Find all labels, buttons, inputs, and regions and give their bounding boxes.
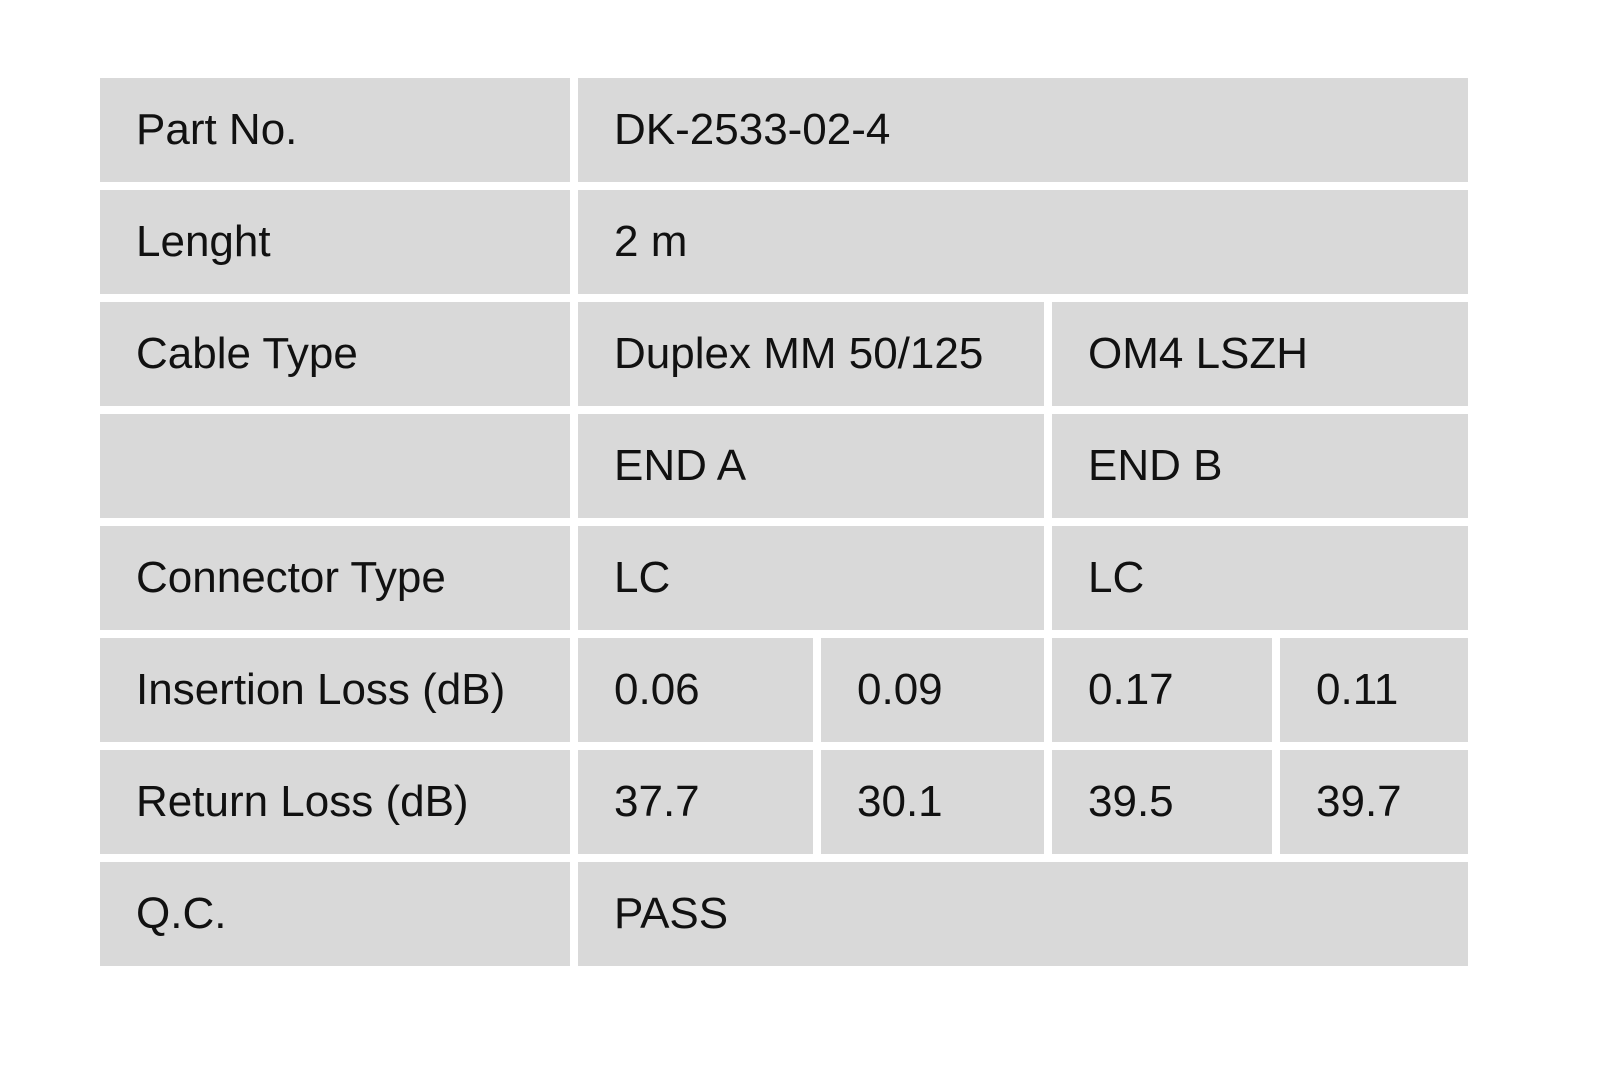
qc-value-cell: PASS	[578, 862, 1468, 966]
length-value-cell: 2 m	[578, 190, 1468, 294]
end-a-header-cell: END A	[578, 414, 1044, 518]
cable-type-label-cell: Cable Type	[100, 302, 570, 406]
part-no-label-cell: Part No.	[100, 78, 570, 182]
return-loss-end-b1-cell: 39.5	[1052, 750, 1272, 854]
connector-type-end-a-cell: LC	[578, 526, 1044, 630]
length-label-cell: Lenght	[100, 190, 570, 294]
end-b-header-cell: END B	[1052, 414, 1468, 518]
insertion-loss-end-b2-cell: 0.11	[1280, 638, 1468, 742]
cable-type-value-right-cell: OM4 LSZH	[1052, 302, 1468, 406]
qc-label-cell: Q.C.	[100, 862, 570, 966]
part-no-value-cell: DK-2533-02-4	[578, 78, 1468, 182]
return-loss-label-cell: Return Loss (dB)	[100, 750, 570, 854]
return-loss-end-a2-cell: 30.1	[821, 750, 1044, 854]
return-loss-end-a1-cell: 37.7	[578, 750, 813, 854]
return-loss-end-b2-cell: 39.7	[1280, 750, 1468, 854]
connector-type-label-cell: Connector Type	[100, 526, 570, 630]
insertion-loss-end-a2-cell: 0.09	[821, 638, 1044, 742]
cable-type-value-left-cell: Duplex MM 50/125	[578, 302, 1044, 406]
end-header-spacer-cell	[100, 414, 570, 518]
insertion-loss-label-cell: Insertion Loss (dB)	[100, 638, 570, 742]
insertion-loss-end-a1-cell: 0.06	[578, 638, 813, 742]
insertion-loss-end-b1-cell: 0.17	[1052, 638, 1272, 742]
connector-type-end-b-cell: LC	[1052, 526, 1468, 630]
cable-spec-table: Part No. DK-2533-02-4 Lenght 2 m Cable T…	[100, 78, 1468, 966]
